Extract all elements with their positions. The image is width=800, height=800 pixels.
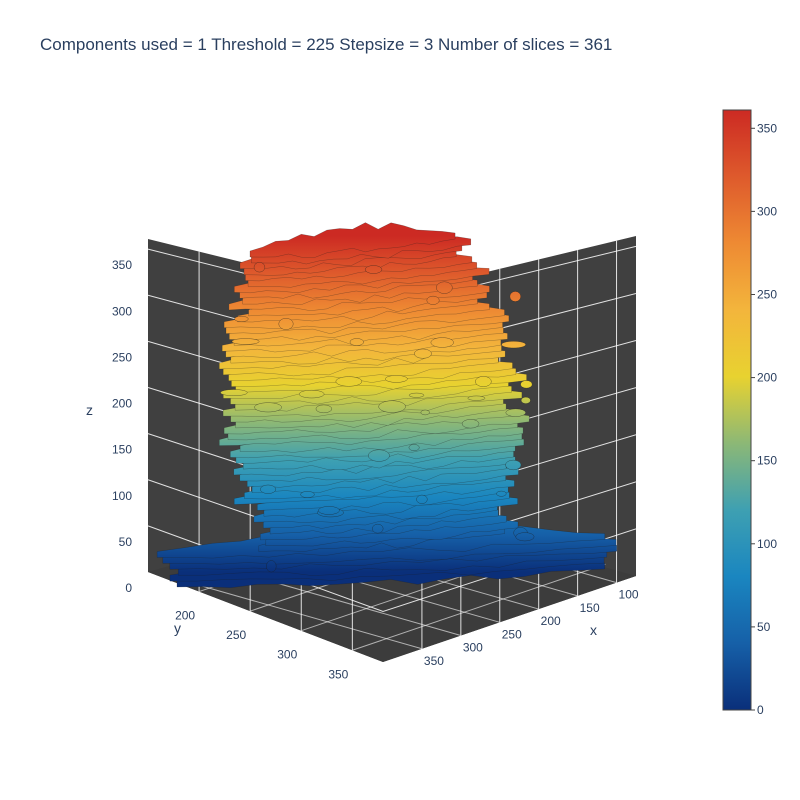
scene-3d[interactable]: 0 50 100 150 200 250 300 350 200 250 300 350 350 30… (86, 222, 639, 682)
x-axis-label: x (590, 622, 597, 638)
mesh-fragment (520, 396, 531, 404)
z-tick-labels: 0 50 100 150 200 250 300 350 (112, 258, 132, 595)
x-tick-label: 250 (502, 627, 522, 641)
y-tick-label: 250 (226, 628, 246, 642)
floor-grid-line (186, 581, 423, 650)
mesh-fragment (426, 295, 440, 305)
mesh-fragment (378, 400, 406, 413)
mesh-fragment (253, 262, 266, 273)
chart-title: Components used = 1 Threshold = 225 Step… (40, 35, 612, 54)
x-tick-label: 100 (619, 588, 639, 602)
mesh-fragment (430, 337, 454, 348)
mesh-fragment (409, 392, 425, 398)
mesh-fragment (414, 348, 432, 359)
mesh-fragment (467, 395, 486, 401)
x-tick-label: 300 (463, 641, 483, 655)
mesh-fragment (520, 380, 533, 389)
y-tick-label: 200 (175, 609, 195, 623)
mesh-fragment (254, 402, 282, 413)
colorbar-tick-label: 150 (757, 454, 777, 468)
mesh-fragment (461, 419, 480, 429)
mesh-fragment (420, 409, 430, 416)
colorbar: 0 50 100 150 200 250 300 350 (722, 109, 777, 717)
colorbar-tick-label: 250 (757, 287, 777, 301)
colorbar-ticks: 0 50 100 150 200 250 300 350 (751, 121, 777, 717)
y-tick-label: 350 (328, 667, 348, 681)
z-tick-label: 200 (112, 397, 132, 411)
mesh-fragment (299, 390, 325, 399)
z-tick-label: 100 (112, 489, 132, 503)
x-tick-label: 150 (580, 601, 600, 615)
mesh-fragment (349, 338, 364, 346)
mesh-fragment (300, 491, 315, 498)
colorbar-tick-label: 350 (757, 121, 777, 135)
mesh-fragment (436, 281, 453, 294)
z-tick-label: 350 (112, 258, 132, 272)
mesh-fragment (231, 338, 260, 345)
mesh-fragment (475, 376, 492, 387)
mesh-fragment (505, 408, 526, 417)
y-tick-labels: 200 250 300 350 (175, 609, 349, 682)
z-tick-label: 250 (112, 350, 132, 364)
z-tick-label: 300 (112, 304, 132, 318)
mesh-fragment (385, 375, 408, 383)
y-axis-label: y (174, 620, 181, 636)
x-tick-label: 350 (424, 654, 444, 668)
mesh-fragment (509, 291, 521, 302)
mesh-fragment (368, 449, 390, 462)
mesh-fragment (315, 404, 332, 413)
mesh-surface (156, 222, 617, 589)
z-tick-label: 50 (119, 535, 133, 549)
y-tick-label: 300 (277, 648, 297, 662)
mesh-fragment (234, 316, 249, 322)
mesh-fragment (496, 490, 507, 497)
colorbar-tick-label: 0 (757, 703, 764, 717)
floor-grid-line (352, 563, 606, 651)
x-tick-label: 200 (541, 614, 561, 628)
mesh-layer (249, 222, 456, 258)
z-tick-label: 0 (125, 581, 132, 595)
x-tick-labels: 350 300 250 200 150 100 (424, 588, 639, 668)
colorbar-tick-label: 50 (757, 620, 771, 634)
mesh-fragment (505, 459, 522, 470)
mesh-fragment (220, 389, 248, 396)
mesh-fragment (278, 318, 294, 330)
mesh-fragment (335, 376, 363, 387)
colorbar-tick-label: 100 (757, 537, 777, 551)
mesh-fragment (260, 484, 276, 494)
mesh-fragment (364, 265, 383, 274)
colorbar-tick-label: 300 (757, 204, 777, 218)
colorbar-bar (722, 109, 752, 711)
mesh-fragment (318, 506, 340, 515)
mesh-fragment (515, 532, 535, 542)
z-axis-label: z (86, 402, 93, 418)
mesh-fragment (416, 494, 428, 504)
z-tick-label: 150 (112, 443, 132, 457)
mesh-fragment (408, 444, 420, 451)
mesh-fragment (501, 341, 526, 349)
mesh-fragment (372, 523, 384, 534)
colorbar-tick-label: 200 (757, 371, 777, 385)
mesh-fragment (266, 560, 277, 573)
